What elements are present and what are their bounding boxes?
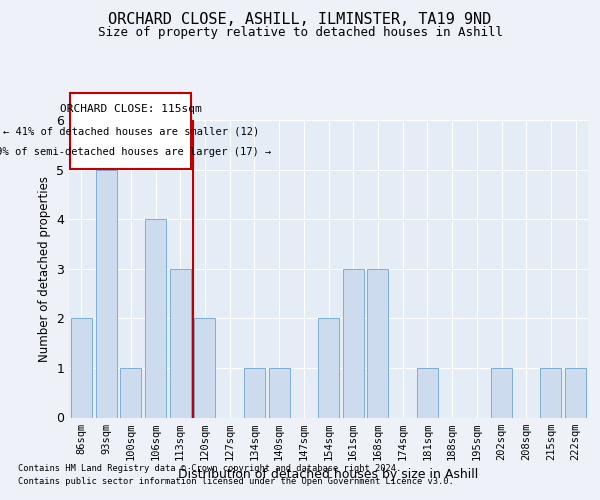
Bar [269,368,290,418]
X-axis label: Distribution of detached houses by size in Ashill: Distribution of detached houses by size … [178,468,479,481]
Bar [170,269,191,418]
Bar [71,318,92,418]
Bar [343,269,364,418]
Text: Contains HM Land Registry data © Crown copyright and database right 2024.: Contains HM Land Registry data © Crown c… [18,464,401,473]
FancyBboxPatch shape [70,92,191,168]
Bar [145,219,166,418]
Bar [565,368,586,418]
Bar [318,318,339,418]
Bar [417,368,438,418]
Bar [244,368,265,418]
Bar [95,170,116,418]
Bar [541,368,562,418]
Text: Contains public sector information licensed under the Open Government Licence v3: Contains public sector information licen… [18,478,454,486]
Text: ← 41% of detached houses are smaller (12): ← 41% of detached houses are smaller (12… [2,126,259,136]
Text: 59% of semi-detached houses are larger (17) →: 59% of semi-detached houses are larger (… [0,148,271,158]
Text: ORCHARD CLOSE: 115sqm: ORCHARD CLOSE: 115sqm [60,104,202,114]
Y-axis label: Number of detached properties: Number of detached properties [38,176,50,362]
Bar [120,368,141,418]
Text: Size of property relative to detached houses in Ashill: Size of property relative to detached ho… [97,26,503,39]
Bar [367,269,388,418]
Bar [491,368,512,418]
Bar [194,318,215,418]
Text: ORCHARD CLOSE, ASHILL, ILMINSTER, TA19 9ND: ORCHARD CLOSE, ASHILL, ILMINSTER, TA19 9… [109,12,491,28]
